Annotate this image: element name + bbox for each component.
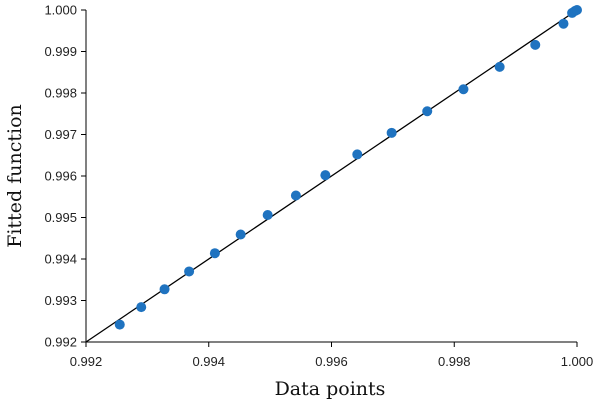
data-point: [572, 5, 582, 15]
x-tick-label: 0.994: [192, 354, 225, 369]
data-point: [352, 149, 363, 160]
reference-line: [85, 9, 578, 343]
x-tick-labels: 0.992 0.994 0.996 0.998 1.000: [70, 342, 594, 369]
data-point: [159, 284, 170, 295]
y-tick-label: 0.997: [44, 127, 77, 142]
data-point: [235, 229, 246, 240]
y-tick-label: 0.996: [44, 169, 77, 184]
y-tick-label: 1.000: [44, 3, 77, 18]
y-tick-labels: 0.992 0.993 0.994 0.995 0.996 0.997 0.998 0.999…: [44, 3, 86, 350]
x-tick-label: 1.000: [561, 354, 594, 369]
x-tick-label: 0.996: [315, 354, 348, 369]
data-points-layer: [114, 5, 582, 330]
reference-line-layer: [85, 9, 578, 343]
data-point: [184, 266, 195, 277]
data-point: [262, 210, 273, 221]
data-point: [209, 248, 220, 259]
data-point: [458, 84, 469, 95]
data-point: [494, 61, 505, 72]
data-point: [422, 106, 433, 117]
y-tick-label: 0.998: [44, 86, 77, 101]
y-tick-label: 0.999: [44, 44, 77, 59]
y-tick-label: 0.992: [44, 335, 77, 350]
data-point: [290, 190, 301, 201]
x-tick-label: 0.998: [438, 354, 471, 369]
data-point: [530, 39, 541, 50]
data-point: [320, 170, 331, 181]
data-point: [386, 127, 397, 138]
data-point: [114, 319, 125, 330]
y-tick-label: 0.993: [44, 293, 77, 308]
x-axis-title: Data points: [275, 378, 386, 400]
data-point: [558, 18, 569, 29]
y-axis-title: Fitted function: [4, 104, 26, 248]
y-tick-label: 0.995: [44, 210, 77, 225]
x-tick-label: 0.992: [70, 354, 103, 369]
data-point: [136, 302, 147, 313]
y-tick-label: 0.994: [44, 252, 77, 267]
